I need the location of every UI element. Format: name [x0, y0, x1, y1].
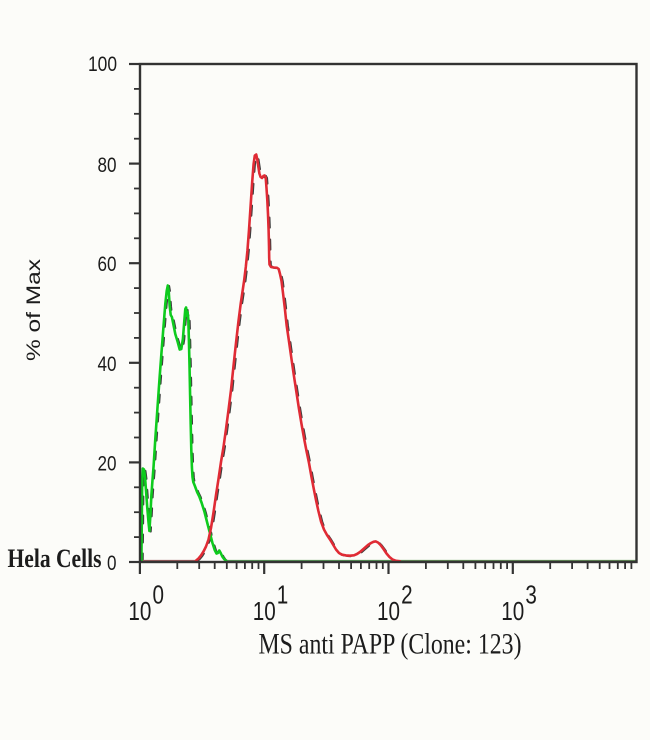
svg-text:0: 0 [107, 552, 117, 575]
svg-text:60: 60 [98, 253, 117, 276]
svg-text:10: 10 [377, 596, 400, 626]
svg-text:1: 1 [277, 580, 289, 610]
svg-text:% of Max: % of Max [22, 259, 44, 361]
svg-text:10: 10 [501, 596, 524, 626]
svg-text:2: 2 [401, 580, 413, 610]
svg-text:Hela Cells: Hela Cells [8, 544, 102, 573]
svg-text:40: 40 [98, 353, 117, 376]
svg-text:0: 0 [153, 580, 165, 610]
svg-text:MS anti PAPP (Clone: 123): MS anti PAPP (Clone: 123) [259, 628, 522, 661]
svg-text:10: 10 [128, 596, 151, 626]
svg-text:3: 3 [525, 580, 537, 610]
svg-text:80: 80 [98, 154, 117, 177]
svg-text:100: 100 [88, 53, 117, 76]
svg-text:10: 10 [253, 596, 276, 626]
svg-text:20: 20 [98, 453, 117, 476]
